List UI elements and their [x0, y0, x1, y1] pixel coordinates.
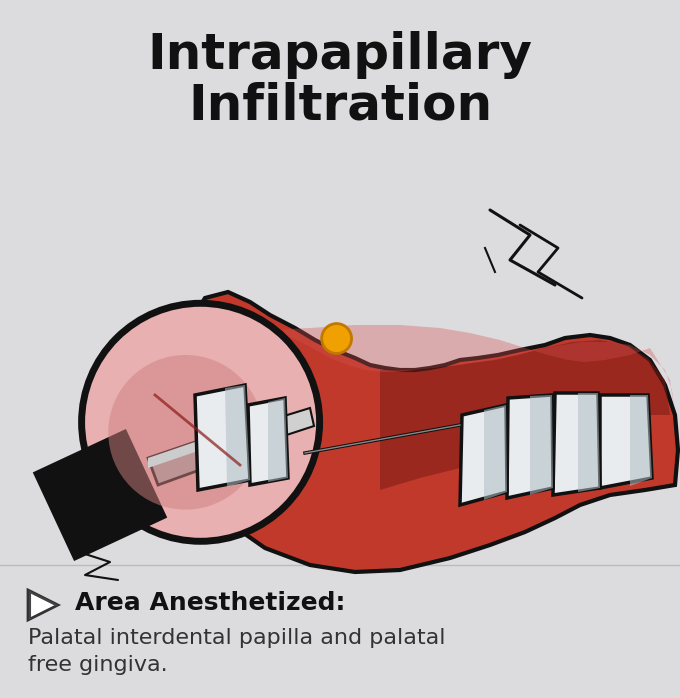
- Circle shape: [82, 304, 320, 541]
- Polygon shape: [248, 398, 288, 485]
- Polygon shape: [196, 432, 230, 450]
- Polygon shape: [578, 393, 600, 492]
- Polygon shape: [231, 424, 264, 453]
- Polygon shape: [28, 590, 58, 620]
- Text: Palatal interdental papilla and palatal: Palatal interdental papilla and palatal: [28, 628, 445, 648]
- Polygon shape: [380, 340, 675, 490]
- Polygon shape: [484, 405, 507, 500]
- Polygon shape: [148, 442, 195, 468]
- Polygon shape: [270, 325, 675, 415]
- Polygon shape: [225, 385, 250, 487]
- Text: Infiltration: Infiltration: [188, 81, 492, 129]
- Polygon shape: [507, 395, 553, 498]
- Polygon shape: [600, 395, 652, 488]
- Polygon shape: [148, 442, 205, 485]
- Polygon shape: [185, 292, 678, 572]
- Text: Area Anesthetized:: Area Anesthetized:: [75, 591, 345, 615]
- Text: Intrapapillary: Intrapapillary: [148, 31, 532, 79]
- Polygon shape: [196, 432, 238, 467]
- Circle shape: [108, 355, 263, 510]
- Polygon shape: [268, 398, 288, 482]
- Polygon shape: [460, 405, 507, 505]
- Polygon shape: [258, 408, 314, 443]
- Polygon shape: [35, 431, 165, 559]
- Polygon shape: [630, 395, 652, 486]
- Text: free gingiva.: free gingiva.: [28, 655, 168, 675]
- Polygon shape: [530, 395, 553, 495]
- Polygon shape: [195, 385, 250, 490]
- Circle shape: [322, 324, 352, 353]
- Polygon shape: [553, 393, 600, 495]
